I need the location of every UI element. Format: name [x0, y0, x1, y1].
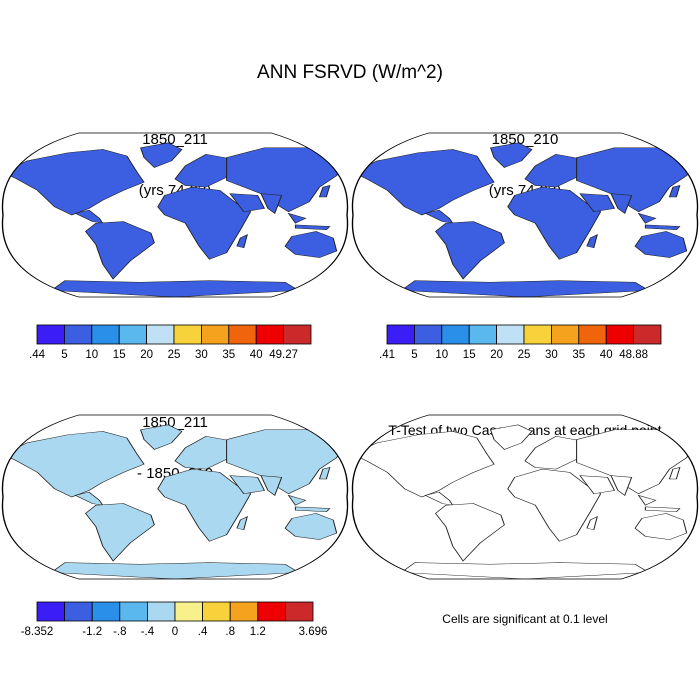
colorbar-2-swatch	[386, 324, 415, 345]
colorbar-2-tick-label: .41	[379, 349, 395, 361]
colorbar-1-tick-label: 35	[222, 349, 235, 361]
colorbar-3-swatch	[64, 601, 93, 622]
panel-2-title-line1: 1850_210	[491, 131, 559, 148]
colorbar-3-tick-label: .4	[198, 626, 208, 638]
colorbar-1-tick-label: 20	[140, 349, 153, 361]
colorbar-1-tick-label: 49.27	[269, 349, 298, 361]
colorbar-3-swatch	[257, 601, 286, 622]
colorbar-1-tick-label: 10	[85, 349, 98, 361]
colorbar-1-tick-label: 15	[113, 349, 126, 361]
colorbar-1-swatch	[36, 324, 65, 345]
colorbar-3-swatch	[36, 601, 66, 622]
colorbar-3-swatch	[174, 601, 204, 622]
colorbar-3-swatch	[284, 601, 314, 622]
colorbar-3-swatch	[91, 601, 121, 622]
colorbar-1-tick-label: 40	[250, 349, 263, 361]
significance-note: Cells are significant at 0.1 level	[442, 612, 608, 626]
colorbar-3-tick-label: -1.2	[82, 626, 102, 638]
colorbar-1-swatch	[255, 324, 285, 345]
colorbar-2-tick-label: 10	[435, 349, 448, 361]
colorbar-2-tick-label: 48.88	[619, 349, 648, 361]
colorbar-2-tick-label: 25	[518, 349, 531, 361]
map-panel-3	[1, 414, 349, 580]
colorbar-2-swatch	[605, 324, 635, 345]
colorbar-1-swatch	[200, 324, 230, 345]
chart-title: ANN FSRVD (W/m^2)	[257, 62, 443, 83]
colorbar-2: .41 5 10 15 20 25 30 35 40 48.88	[379, 324, 662, 361]
colorbar-2-swatch	[551, 324, 580, 345]
colorbar-2-tick-label: 15	[463, 349, 476, 361]
colorbar-2-swatch	[468, 324, 498, 345]
colorbar-3-tick-label: -.4	[141, 626, 155, 638]
colorbar-1-swatch	[228, 324, 257, 345]
colorbar-1-tick-label: 5	[61, 349, 67, 361]
colorbar-3-swatch	[229, 601, 259, 622]
colorbar-1-swatch	[91, 324, 120, 345]
colorbar-3-tick-label: -8.352	[21, 626, 54, 638]
colorbar-3-swatch	[146, 601, 176, 622]
colorbar-3-tick-label: 1.2	[250, 626, 266, 638]
colorbar-2-tick-label: 30	[545, 349, 558, 361]
colorbar-3-swatch	[202, 601, 231, 622]
colorbar-3: -8.352 -1.2 -.8 -.4 0 .4 .8 1.2 3.696	[21, 601, 328, 638]
colorbar-3-swatch	[119, 601, 148, 622]
colorbar-3-tick-label: 0	[172, 626, 178, 638]
colorbar-3-tick-label: -.8	[113, 626, 126, 638]
colorbar-1-tick-label: .44	[29, 349, 46, 361]
colorbar-2-swatch	[496, 324, 525, 345]
colorbar-3-tick-label: .8	[225, 626, 235, 638]
colorbar-2-swatch	[413, 324, 443, 345]
colorbar-1-swatch	[283, 324, 312, 345]
colorbar-1-tick-label: 25	[168, 349, 181, 361]
map-panel-2	[351, 132, 699, 298]
colorbar-2-tick-label: 35	[572, 349, 585, 361]
colorbar-2-swatch	[578, 324, 607, 345]
colorbar-1-swatch	[64, 324, 93, 345]
colorbar-1-tick-label: 30	[195, 349, 208, 361]
colorbar-2-swatch	[633, 324, 662, 345]
colorbar-3-tick-label: 3.696	[299, 626, 328, 638]
colorbar-2-tick-label: 20	[490, 349, 503, 361]
colorbar-1-swatch	[118, 324, 147, 345]
colorbar-1-swatch	[146, 324, 175, 345]
panel-1-title-line1: 1850_211	[142, 131, 208, 148]
colorbar-2-tick-label: 5	[411, 349, 417, 361]
colorbar-2-swatch	[441, 324, 470, 345]
map-panel-1	[1, 132, 349, 298]
colorbar-1-swatch	[173, 324, 202, 345]
colorbar-2-tick-label: 40	[600, 349, 613, 361]
map-panel-4	[351, 414, 699, 580]
colorbar-2-swatch	[523, 324, 552, 345]
colorbar-1: .44 5 10 15 20 25 30 35 40 49.27	[29, 324, 312, 361]
